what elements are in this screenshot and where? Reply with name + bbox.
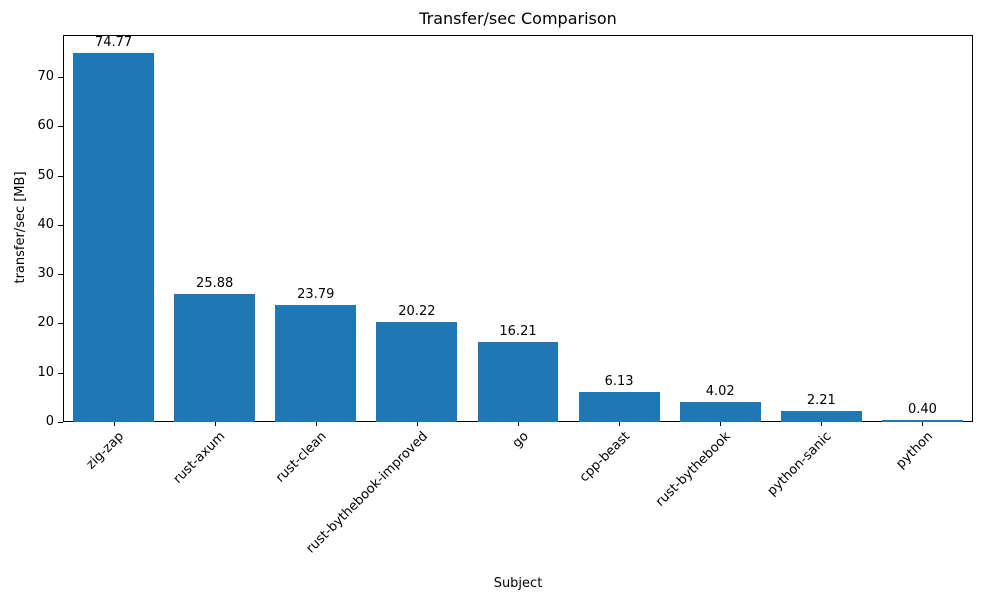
- bar-value-label: 4.02: [705, 384, 735, 400]
- bar: [73, 53, 154, 422]
- bar: [477, 342, 559, 422]
- x-tick-label-text: rust-bythebook-improved: [302, 429, 431, 557]
- y-tick-label: 40: [37, 216, 54, 232]
- bar: [780, 411, 862, 422]
- bar-value-label: 23.79: [297, 286, 335, 302]
- bar-value-label: 0.40: [907, 402, 937, 418]
- y-tick-label: 50: [37, 167, 54, 183]
- y-axis-label: transfer/sec [MB]: [13, 171, 28, 284]
- x-tick-mark: [416, 422, 418, 426]
- x-axis-label: Subject: [493, 576, 543, 591]
- bar-value-label: 6.13: [604, 373, 634, 389]
- y-tick-label: 20: [37, 315, 54, 331]
- y-tick-label: 60: [37, 118, 54, 134]
- bar: [174, 294, 256, 422]
- bar-value-label: 20.22: [398, 304, 436, 320]
- y-tick-label: 0: [45, 414, 54, 429]
- x-tick-mark: [214, 422, 216, 426]
- x-tick-label: python: [625, 429, 936, 472]
- y-tick-mark: [58, 76, 63, 78]
- y-tick-mark: [58, 274, 63, 276]
- bar-value-label: 16.21: [499, 324, 537, 340]
- y-tick-mark: [58, 175, 63, 177]
- y-tick-label: 30: [37, 266, 54, 282]
- bar: [882, 420, 963, 422]
- bar: [376, 322, 458, 422]
- y-tick-label: 10: [37, 364, 54, 380]
- x-tick-mark: [619, 422, 621, 426]
- x-tick-mark: [922, 422, 924, 426]
- x-tick-mark: [821, 422, 823, 426]
- y-tick-mark: [58, 372, 63, 374]
- x-tick-label-text: python: [893, 429, 937, 472]
- bar-value-label: 25.88: [196, 276, 234, 292]
- bar: [679, 402, 761, 422]
- x-tick-mark: [113, 422, 115, 426]
- y-tick-mark: [58, 224, 63, 226]
- y-tick-label: 70: [37, 68, 54, 84]
- x-tick-mark: [720, 422, 722, 426]
- x-tick-mark: [518, 422, 519, 426]
- y-tick-mark: [58, 323, 63, 325]
- bar: [578, 391, 660, 422]
- bar: [275, 304, 357, 422]
- chart-title: Transfer/sec Comparison: [419, 9, 617, 28]
- y-tick-mark: [58, 126, 63, 128]
- y-tick-mark: [58, 422, 63, 423]
- x-tick-mark: [315, 422, 317, 426]
- bar-value-label: 2.21: [806, 393, 836, 409]
- bar-value-label: 74.77: [94, 35, 133, 51]
